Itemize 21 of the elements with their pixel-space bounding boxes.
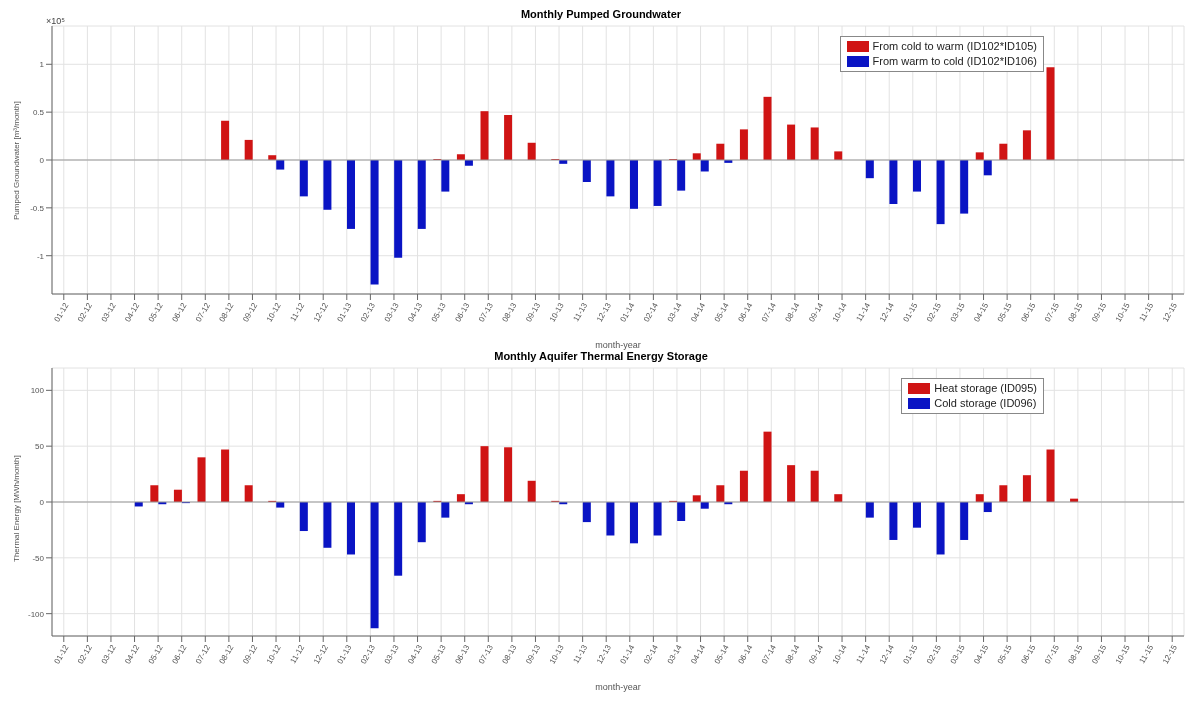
x-axis-title: month-year (595, 682, 641, 692)
y-tick-label: 0 (39, 497, 45, 507)
legend-label: From warm to cold (ID102*ID106) (872, 54, 1037, 69)
y-tick-label: -0.5 (30, 203, 45, 213)
x-axis-title: month-year (595, 340, 641, 350)
y-tick-label: 100 (30, 386, 45, 396)
y-tick-label: -100 (27, 609, 45, 619)
text: ×10⁵ (46, 16, 65, 26)
y-axis-title: Pumped Groundwater [m³/month] (11, 101, 21, 220)
y-tick-label: 50 (35, 442, 45, 452)
legend-label: From cold to warm (ID102*ID105) (872, 39, 1037, 54)
y-tick-label: 0 (39, 155, 45, 165)
legend-label: Heat storage (ID095) (934, 381, 1037, 396)
y-tick-label: -1 (36, 251, 45, 261)
y-tick-label: -50 (32, 553, 45, 563)
legend-label: Cold storage (ID096) (934, 396, 1037, 411)
y-tick-label: 0.5 (32, 107, 45, 117)
chart-title: Monthly Pumped Groundwater (520, 8, 682, 20)
y-axis-title: Thermal Energy [MWh/month] (11, 455, 21, 562)
y-tick-label: 1 (39, 60, 45, 70)
chart-title: Monthly Aquifer Thermal Energy Storage (493, 350, 709, 364)
